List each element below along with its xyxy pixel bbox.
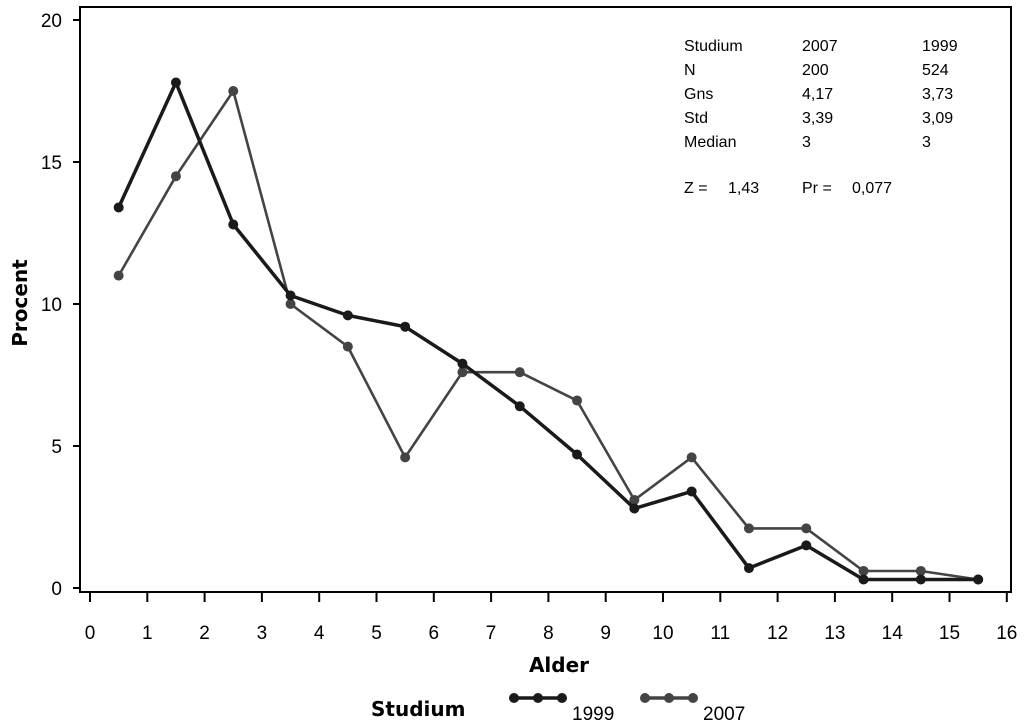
data-point-1999 — [228, 219, 239, 230]
x-tick-label: 12 — [767, 623, 788, 644]
x-tick-label: 10 — [652, 623, 673, 644]
x-tick-label: 16 — [996, 623, 1017, 644]
data-point-2007 — [572, 395, 583, 406]
data-point-2007 — [113, 270, 124, 281]
data-point-2007 — [228, 86, 239, 96]
data-point-2007 — [743, 523, 754, 534]
stats-cell: 1999 — [922, 38, 958, 55]
data-point-2007 — [400, 452, 411, 463]
x-tick-label: 2 — [199, 623, 210, 644]
z-label: Z = — [684, 180, 708, 197]
series-line-2007 — [117, 89, 979, 581]
z-value: 1,43 — [728, 180, 759, 197]
data-point-1999 — [457, 358, 468, 369]
x-tick-label: 11 — [710, 623, 730, 644]
data-point-2007 — [629, 494, 640, 505]
stats-cell: 524 — [922, 62, 949, 79]
stats-cell: 3 — [802, 134, 811, 151]
legend: Studium 1999 2007 — [371, 693, 745, 724]
x-tick-label: 9 — [600, 623, 611, 644]
y-tick-label: 20 — [41, 11, 62, 32]
series-line-1999 — [117, 80, 979, 582]
y-tick-label: 0 — [51, 579, 62, 600]
series-1999 — [113, 77, 984, 585]
pr-label: Pr = — [802, 180, 832, 197]
data-point-2007 — [457, 367, 468, 378]
data-point-2007 — [858, 565, 869, 576]
data-point-1999 — [801, 540, 812, 551]
data-point-1999 — [915, 574, 926, 585]
data-point-1999 — [572, 449, 583, 460]
x-tick-label: 15 — [939, 623, 960, 644]
legend-title: Studium — [371, 697, 465, 721]
legend-label-2007: 2007 — [703, 704, 745, 724]
legend-marker — [533, 693, 543, 703]
legend-marker — [557, 693, 567, 703]
data-point-1999 — [743, 563, 754, 574]
stats-table: Studium 2007 1999 N 200 524 Gns 4,17 3,7… — [684, 38, 958, 197]
y-tick-label: 5 — [51, 437, 62, 458]
x-axis: 0 1 2 3 4 5 6 7 8 9 10 11 12 13 14 15 16 — [85, 592, 1017, 644]
data-point-1999 — [858, 574, 869, 585]
y-tick-label: 10 — [41, 295, 62, 316]
data-point-2007 — [342, 341, 353, 352]
data-point-2007 — [801, 523, 812, 534]
stats-cell: 2007 — [802, 38, 838, 55]
x-tick-label: 1 — [142, 623, 153, 644]
data-point-1999 — [170, 77, 181, 88]
plot-frame — [79, 6, 1012, 593]
series-2007 — [113, 86, 984, 585]
data-point-2007 — [285, 299, 296, 309]
data-point-1999 — [113, 202, 124, 213]
stats-cell: 3,73 — [922, 86, 953, 103]
pr-value: 0,077 — [852, 180, 892, 197]
stats-cell: N — [684, 62, 696, 79]
legend-entry-1999 — [509, 693, 567, 703]
stats-cell: Gns — [684, 86, 713, 103]
stats-cell: 4,17 — [802, 86, 833, 103]
x-tick-label: 5 — [371, 623, 382, 644]
data-point-2007 — [915, 565, 926, 576]
data-point-1999 — [400, 321, 411, 332]
x-tick-label: 0 — [85, 623, 96, 644]
x-tick-label: 3 — [257, 623, 268, 644]
stats-cell: Median — [684, 134, 736, 151]
data-point-1999 — [686, 486, 697, 497]
x-tick-label: 8 — [543, 623, 554, 644]
stats-cell: 3 — [922, 134, 931, 151]
x-tick-label: 4 — [314, 623, 325, 644]
data-point-2007 — [514, 367, 525, 378]
stats-cell: 3,09 — [922, 110, 953, 127]
data-point-1999 — [285, 290, 296, 301]
data-point-1999 — [514, 401, 525, 412]
legend-marker — [664, 693, 674, 703]
stats-cell: 200 — [802, 62, 829, 79]
x-tick-label: 7 — [486, 623, 497, 644]
stats-cell: Studium — [684, 38, 743, 55]
legend-marker — [640, 693, 650, 703]
data-point-1999 — [629, 503, 640, 514]
legend-label-1999: 1999 — [572, 704, 614, 724]
data-point-1999 — [973, 574, 984, 585]
stats-cell: Std — [684, 110, 708, 127]
y-axis: 0 5 10 15 20 — [41, 11, 80, 600]
x-axis-title: Alder — [529, 653, 589, 677]
x-tick-label: 6 — [429, 623, 440, 644]
x-tick-label: 14 — [882, 623, 904, 644]
legend-entry-2007 — [640, 693, 698, 703]
series-lines — [113, 77, 984, 585]
legend-marker — [509, 693, 519, 703]
data-point-2007 — [170, 171, 181, 182]
y-tick-label: 15 — [41, 153, 62, 174]
data-point-2007 — [686, 452, 697, 463]
legend-marker — [688, 693, 698, 703]
stats-cell: 3,39 — [802, 110, 833, 127]
data-point-1999 — [342, 310, 353, 321]
y-axis-title: Procent — [8, 259, 32, 347]
x-tick-label: 13 — [824, 623, 845, 644]
